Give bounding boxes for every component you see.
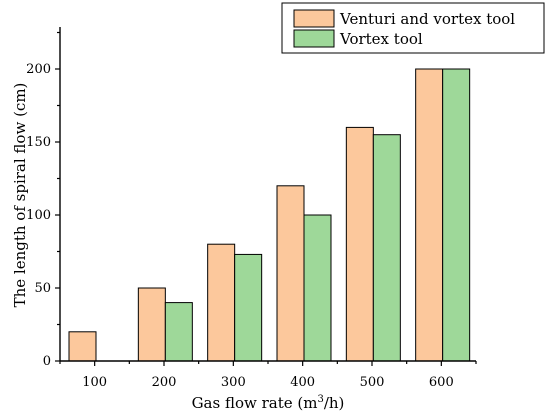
bar-vortex-tool-200 [164, 302, 193, 362]
y-tick-label-0: 0 [43, 354, 51, 369]
legend-swatch-venturi-and-vortex-tool [293, 9, 335, 28]
legend-label-venturi-and-vortex-tool: Venturi and vortex tool [339, 10, 515, 28]
x-tick-label-300: 300 [221, 375, 246, 390]
legend: Venturi and vortex tool Vortex tool [281, 2, 545, 54]
bar-vortex-tool-500 [372, 134, 401, 362]
y-tick-label-50: 50 [34, 281, 51, 296]
bar-venturi-and-vortex-tool-100 [68, 331, 97, 362]
legend-label-vortex-tool: Vortex tool [339, 30, 423, 48]
x-ticks-group: 100 200 300 400 500 600 [59, 361, 477, 390]
x-tick-label-100: 100 [82, 375, 107, 390]
bar-venturi-and-vortex-tool-500 [345, 126, 374, 362]
x-tick-label-500: 500 [360, 375, 385, 390]
axes-group [59, 27, 476, 362]
bar-venturi-and-vortex-tool-600 [415, 68, 444, 362]
x-axis-label-tail: /h) [324, 394, 345, 412]
bars-group [68, 68, 471, 362]
y-axis-label: The length of spiral flow (cm) [11, 83, 29, 308]
x-tick-label-600: 600 [429, 375, 454, 390]
y-ticks-group: 0 50 100 150 200 [26, 31, 60, 369]
bar-venturi-and-vortex-tool-200 [137, 287, 166, 362]
bar-venturi-and-vortex-tool-300 [207, 243, 236, 362]
x-axis-label-main: Gas flow rate (m [192, 394, 318, 412]
legend-swatch-vortex-tool [293, 29, 335, 48]
bar-vortex-tool-300 [234, 253, 263, 362]
bar-venturi-and-vortex-tool-400 [276, 185, 305, 362]
bar-vortex-tool-600 [442, 68, 471, 362]
x-tick-label-200: 200 [152, 375, 177, 390]
x-axis-label-superscript: 3 [317, 394, 323, 405]
bar-vortex-tool-400 [303, 214, 332, 362]
y-tick-label-200: 200 [26, 62, 51, 77]
x-tick-label-400: 400 [290, 375, 315, 390]
y-tick-label-150: 150 [26, 135, 51, 150]
x-axis-label: Gas flow rate (m3/h) [192, 394, 345, 412]
y-tick-label-100: 100 [26, 208, 51, 223]
